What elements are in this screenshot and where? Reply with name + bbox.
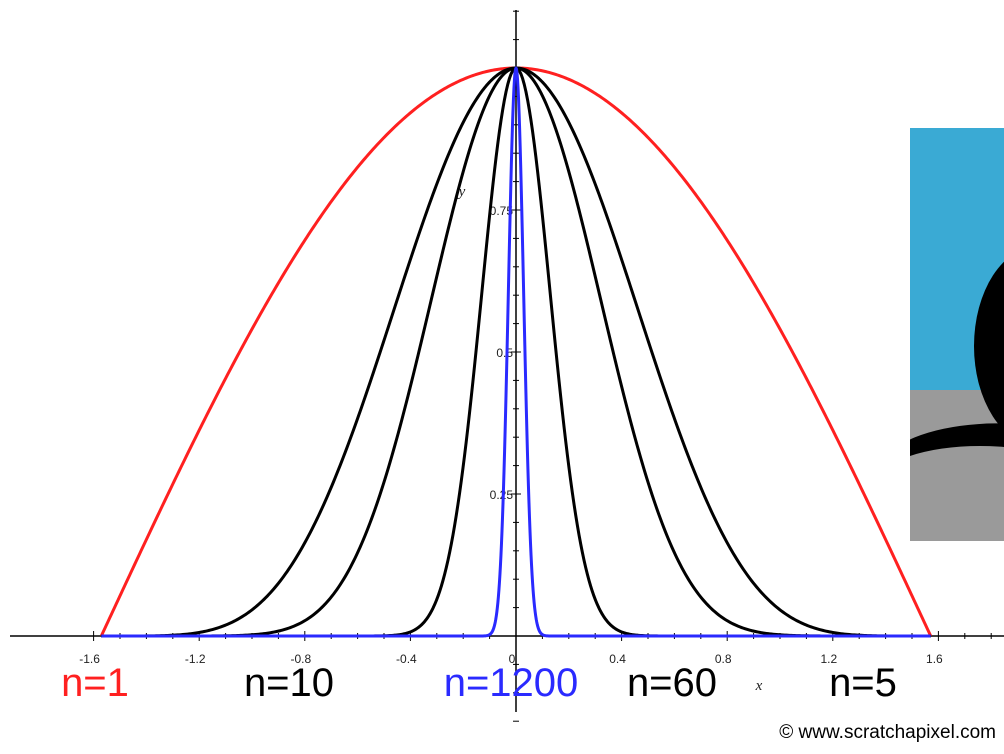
series-label: n=5	[829, 661, 897, 705]
copyright-credit: © www.scratchapixel.com	[779, 722, 996, 743]
render-inset-image	[910, 128, 1004, 541]
y-tick-label: 0.5	[496, 346, 513, 360]
x-axis-label: x	[755, 678, 763, 694]
series-line-n=1200	[100, 66, 932, 638]
x-tick-label: 1.6	[926, 652, 943, 666]
y-axis-label: y	[457, 184, 466, 200]
series-label: n=1200	[444, 661, 579, 705]
x-tick-label: 0.4	[609, 652, 626, 666]
y-tick-label: 0.25	[490, 488, 514, 502]
x-tick-label: -0.8	[290, 652, 311, 666]
series-label: n=10	[244, 661, 334, 705]
series-label: n=1	[61, 661, 129, 705]
x-tick-label: -0.4	[396, 652, 417, 666]
inset-ground-overlap	[910, 446, 1004, 516]
x-tick-label: 1.2	[820, 652, 837, 666]
x-tick-label: 0.8	[715, 652, 732, 666]
x-tick-label: -1.6	[79, 652, 100, 666]
x-tick-label: 0	[509, 652, 516, 666]
y-tick-label: 0.75	[490, 204, 514, 218]
series-label: n=60	[627, 661, 717, 705]
x-tick-label: -1.2	[185, 652, 206, 666]
